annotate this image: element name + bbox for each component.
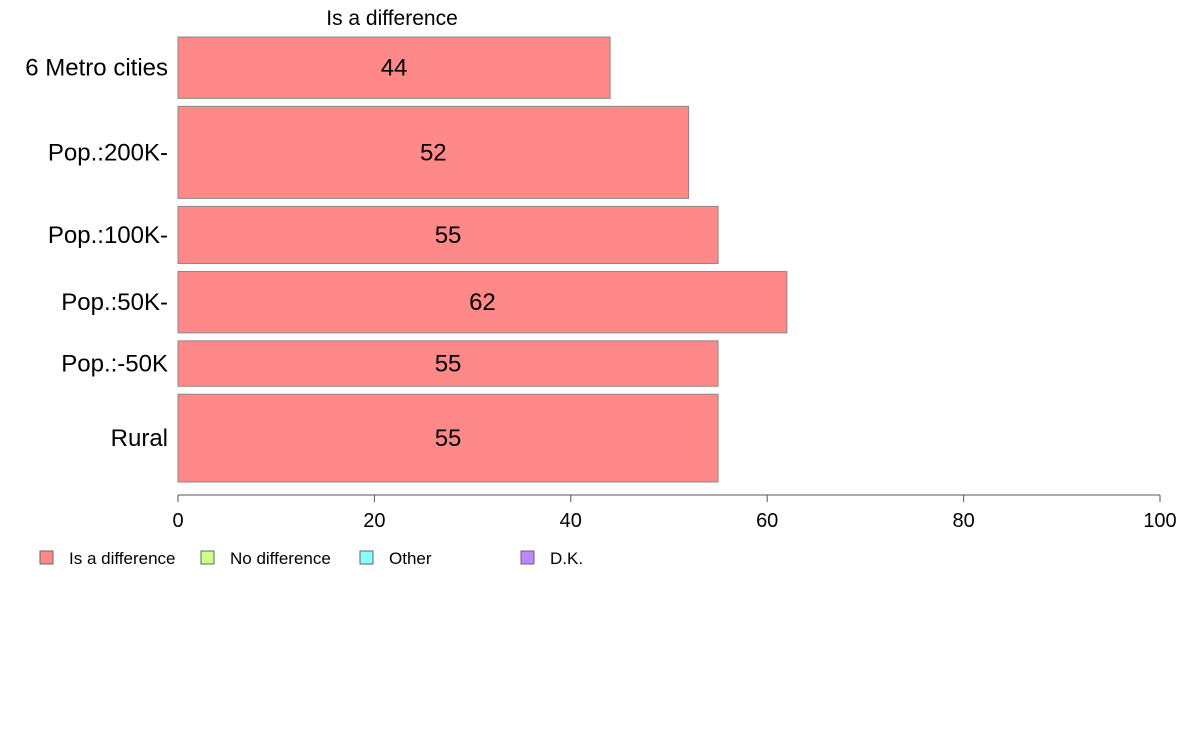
legend-label: Other — [389, 549, 432, 568]
bar-1 — [177, 36, 611, 99]
legend-item-4: D.K. — [520, 549, 583, 568]
category-label: Pop.:50K- — [61, 289, 168, 316]
category-label: Pop.:100K- — [48, 222, 168, 249]
x-tick-label: 60 — [756, 510, 778, 532]
value-label: 44 — [381, 55, 408, 82]
legend-item-3: Other — [359, 549, 432, 568]
x-axis: 0 20 40 60 80 100 — [172, 494, 1177, 532]
legend-swatch — [39, 550, 54, 565]
legend: Is a difference No difference Other D.K. — [39, 549, 583, 568]
x-tick-label: 80 — [952, 510, 974, 532]
bar-2 — [177, 105, 690, 199]
legend-label: D.K. — [550, 549, 583, 568]
x-tick-label: 0 — [172, 510, 183, 532]
x-tick-label: 100 — [1143, 510, 1176, 532]
category-label: Pop.:200K- — [48, 139, 168, 166]
legend-swatch — [520, 550, 535, 565]
category-label: Pop.:-50K — [61, 351, 168, 378]
legend-item-2: No difference — [200, 549, 331, 568]
value-label: 55 — [435, 425, 462, 452]
value-label: 62 — [469, 289, 496, 316]
bar-3 — [177, 205, 719, 264]
value-label: 52 — [420, 139, 447, 166]
legend-swatch — [200, 550, 215, 565]
bar-5 — [177, 340, 719, 387]
value-label: 55 — [435, 351, 462, 378]
bars-layer: 6 Metro cities 44 Pop.:200K- 52 Pop.:100K- 55… — [25, 36, 788, 483]
legend-label: Is a difference — [69, 549, 175, 568]
series-header: Is a difference — [326, 7, 458, 30]
x-tick-label: 40 — [560, 510, 582, 532]
x-tick-label: 20 — [363, 510, 385, 532]
category-label: 6 Metro cities — [25, 55, 168, 82]
legend-swatch — [359, 550, 374, 565]
legend-item-1: Is a difference — [39, 549, 175, 568]
legend-label: No difference — [230, 549, 331, 568]
bar-6 — [177, 393, 719, 483]
value-label: 55 — [435, 222, 462, 249]
bar-4 — [177, 270, 788, 334]
category-label: Rural — [111, 425, 168, 452]
